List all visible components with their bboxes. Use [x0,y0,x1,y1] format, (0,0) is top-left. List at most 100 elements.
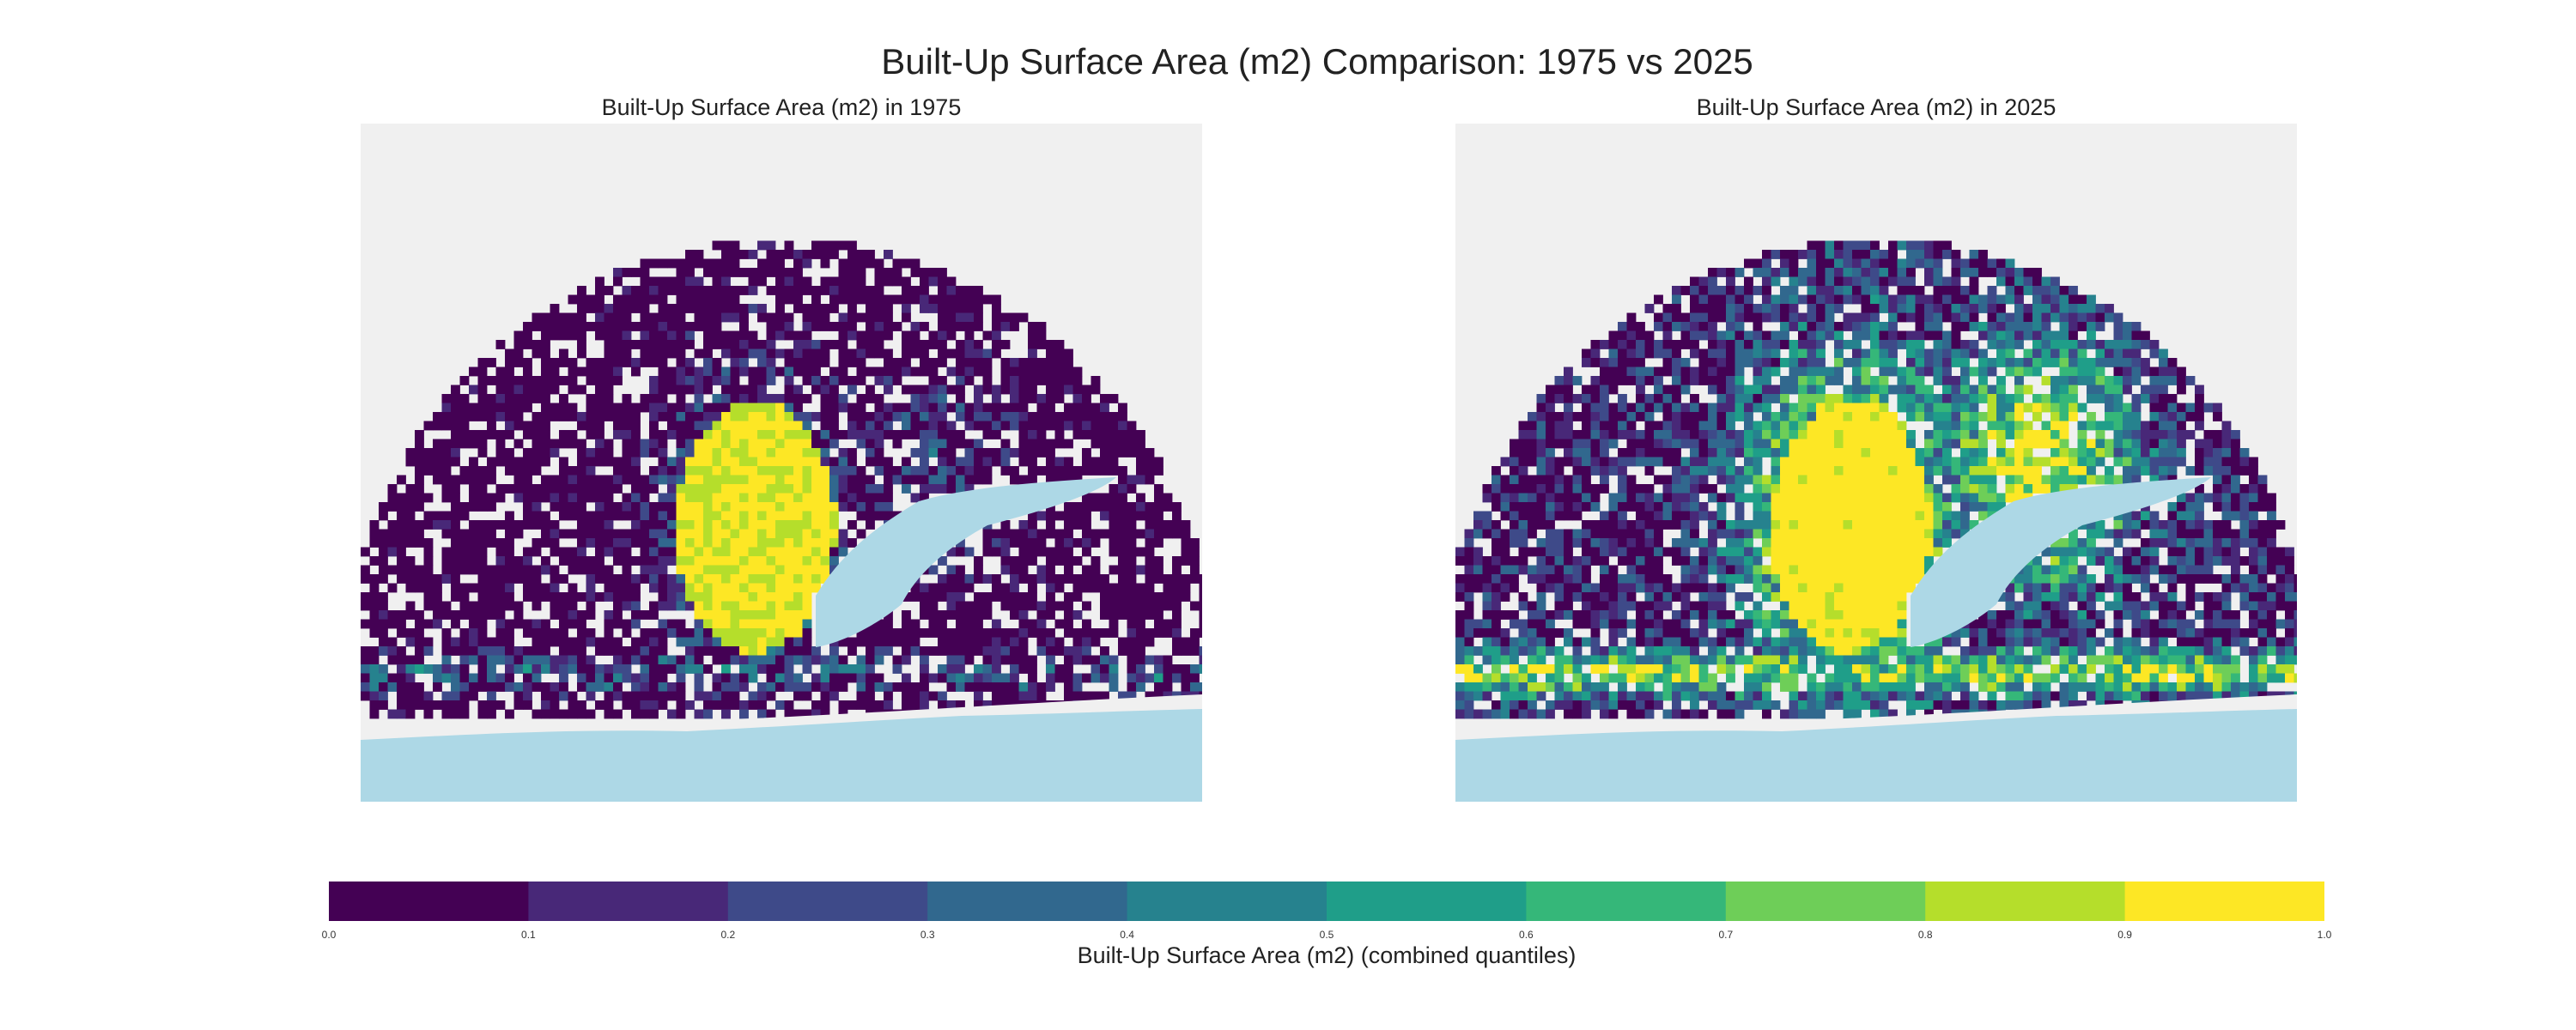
heatmap-cell [451,430,460,439]
heatmap-cell [884,312,893,323]
heatmap-cell [577,520,586,530]
heatmap-cell [1897,330,1907,341]
heatmap-cell [1072,691,1083,701]
heatmap-cell [2185,376,2196,385]
heatmap-cell [793,484,803,494]
heatmap-cell [2167,403,2178,413]
heatmap-cell [1852,475,1862,485]
heatmap-cell [2167,376,2178,385]
heatmap-cell [2113,439,2123,449]
heatmap-cell [405,502,416,512]
heatmap-cell [1018,547,1029,557]
heatmap-cell [730,403,740,413]
heatmap-cell [1572,376,1583,385]
heatmap-cell [685,565,695,575]
heatmap-cell [2131,348,2142,359]
heatmap-cell [1744,421,1753,431]
heatmap-cell [974,646,983,656]
heatmap-cell [685,457,695,467]
heatmap-cell [2014,322,2024,331]
heatmap-cell [379,682,388,692]
heatmap-cell [2077,358,2087,367]
heatmap-cell [1036,358,1047,367]
heatmap-cell [1852,457,1862,467]
heatmap-cell [784,538,794,548]
heatmap-cell [1924,330,1934,341]
heatmap-cell [694,493,704,503]
heatmap-cell [1698,367,1709,377]
heatmap-cell [667,682,677,692]
heatmap-cell [956,565,965,575]
heatmap-cell [1564,412,1573,421]
heatmap-cell [1028,655,1037,665]
heatmap-cell [1897,493,1907,503]
heatmap-cell [513,385,524,395]
heatmap-cells-1975 [361,240,1202,719]
heatmap-cell [1753,448,1763,457]
heatmap-cell [1897,385,1907,395]
heatmap-cell [667,466,677,476]
heatmap-cell [1942,385,1952,395]
heatmap-cell [703,340,713,349]
heatmap-cell [992,430,1001,439]
heatmap-cell [2149,403,2160,413]
heatmap-cell [1500,475,1510,485]
heatmap-cell [667,655,677,665]
heatmap-cell [433,583,442,593]
heatmap-cell [2113,312,2123,323]
heatmap-cell [1915,466,1925,476]
heatmap-cell [2087,322,2096,331]
heatmap-cell [631,601,641,611]
heatmap-cell [1172,646,1182,656]
heatmap-cell [1897,240,1907,251]
heatmap-cell [1870,439,1880,449]
heatmap-cell [1933,258,1943,269]
heatmap-cell [1897,294,1907,305]
heatmap-cell [2050,484,2060,494]
heatmap-cell [1036,682,1047,692]
heatmap-cell [1199,601,1202,611]
heatmap-cell [550,583,560,593]
heatmap-cell [2185,520,2196,530]
heatmap-cell [1996,376,2006,385]
heatmap-cell [1636,330,1645,341]
heatmap-cell [1064,385,1073,395]
heatmap-cell [1510,484,1519,494]
heatmap-cell [721,240,731,251]
heatmap-cell [730,529,740,539]
heatmap-cell [2077,312,2087,323]
heatmap-cell [811,457,821,467]
heatmap-cell [1906,511,1916,521]
heatmap-cell [829,493,839,503]
heatmap-cell [1906,240,1916,251]
heatmap-cell [1789,466,1799,476]
heatmap-cell [1546,493,1555,503]
heatmap-cell [1018,394,1029,403]
heatmap-cell [622,294,632,305]
heatmap-cell [532,484,542,494]
heatmap-cell [667,529,677,539]
heatmap-cell [1698,412,1709,421]
heatmap-cell [469,547,478,557]
heatmap-cell [938,376,947,385]
heatmap-cell [423,493,434,503]
heatmap-cell [884,457,893,467]
heatmap-cell [523,511,532,521]
heatmap-cell [1072,646,1083,656]
heatmap-cell [513,646,524,656]
heatmap-cell [604,664,614,674]
heatmap-cell [1888,358,1898,367]
heatmap-cell [676,637,686,647]
heatmap-cell [586,412,596,421]
heatmap-cell [1861,412,1871,421]
heatmap-cell [974,475,983,485]
heatmap-cell [459,547,470,557]
heatmap-cell [1127,430,1137,439]
heatmap-cell [703,312,713,323]
heatmap-cell [784,673,794,683]
heatmap-cell [712,538,722,548]
heatmap-cell [820,448,830,457]
heatmap-cell [739,601,749,611]
heatmap-cell [1762,493,1771,503]
heatmap-cell [523,664,532,674]
